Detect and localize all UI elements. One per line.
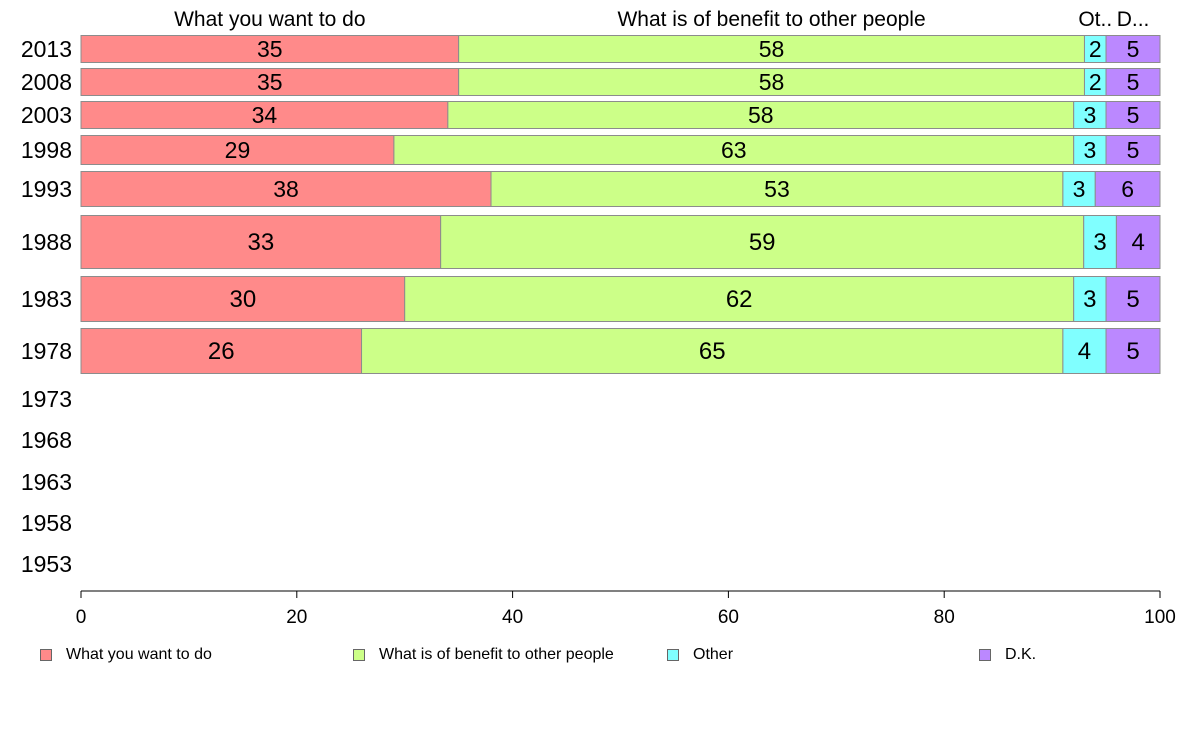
year-label: 2008 (21, 69, 72, 95)
bar-segment (1105, 328, 1161, 374)
year-label: 1963 (21, 469, 72, 495)
data-label: 3 (1083, 137, 1096, 163)
data-label: 3 (1073, 176, 1086, 202)
year-label: 1953 (21, 551, 72, 577)
data-label: 35 (257, 36, 283, 62)
series-header-2: Ot.. (1078, 8, 1112, 31)
bar-segment (393, 135, 1075, 165)
x-tick-label: 60 (718, 607, 739, 628)
legend-swatch-benefit (353, 649, 365, 661)
bar-segment (80, 135, 395, 165)
data-label: 4 (1132, 229, 1145, 256)
data-label: 34 (252, 102, 278, 128)
bar-segment (1073, 135, 1107, 165)
legend: What you want to do What is of benefit t… (0, 640, 1188, 670)
year-label: 1958 (21, 510, 72, 536)
bar-segment (361, 328, 1064, 374)
data-label: 62 (726, 286, 753, 313)
data-label: 6 (1121, 176, 1134, 202)
data-label: 58 (748, 102, 774, 128)
data-label: 29 (225, 137, 251, 163)
data-label: 5 (1127, 102, 1140, 128)
data-label: 5 (1126, 286, 1139, 313)
year-label: 1973 (21, 386, 72, 412)
data-label: 5 (1127, 69, 1140, 95)
legend-swatch-other (667, 649, 679, 661)
bar-segment (1094, 171, 1161, 207)
bar-segment (447, 101, 1075, 129)
legend-item-dk: D.K. (979, 640, 1036, 670)
data-label: 38 (273, 176, 299, 202)
year-label: 2013 (21, 36, 72, 62)
legend-item-other: Other (667, 640, 733, 670)
x-tick-label: 80 (934, 607, 955, 628)
data-label: 58 (759, 36, 785, 62)
bar-segment (80, 68, 460, 96)
bar-segment (1062, 328, 1107, 374)
bar-segment (1105, 68, 1161, 96)
x-tick-label: 40 (502, 607, 523, 628)
bar-segment (458, 35, 1085, 63)
data-label: 2 (1089, 36, 1102, 62)
data-label: 5 (1127, 137, 1140, 163)
data-label: 5 (1126, 338, 1139, 365)
data-label: 2 (1089, 69, 1102, 95)
bar-segment (1105, 276, 1161, 322)
data-label: 5 (1127, 36, 1140, 62)
legend-item-benefit: What is of benefit to other people (353, 640, 614, 670)
year-label: 1968 (21, 427, 72, 453)
legend-swatch-dk (979, 649, 991, 661)
data-label: 65 (699, 338, 726, 365)
data-label: 58 (759, 69, 785, 95)
data-label: 35 (257, 69, 283, 95)
bar-segment (80, 101, 449, 129)
bar-segment (1073, 101, 1107, 129)
year-label: 1993 (21, 176, 72, 202)
legend-label-want: What you want to do (66, 646, 212, 663)
bar-segment (1105, 101, 1161, 129)
year-label: 1978 (21, 338, 72, 364)
year-label: 1988 (21, 229, 72, 255)
data-label: 59 (749, 229, 776, 256)
x-tick-label: 0 (76, 607, 87, 628)
year-label: 1983 (21, 286, 72, 312)
bar-segment (80, 328, 363, 374)
bar-segment (458, 68, 1085, 96)
legend-label-benefit: What is of benefit to other people (379, 646, 614, 663)
x-tick-label: 20 (286, 607, 307, 628)
legend-label-dk: D.K. (1005, 646, 1037, 663)
bar-segment (80, 35, 460, 63)
data-label: 30 (229, 286, 256, 313)
data-label: 26 (208, 338, 235, 365)
year-label: 1998 (21, 137, 72, 163)
year-label: 2003 (21, 102, 72, 128)
bar-segment (80, 276, 406, 322)
series-header-0: What you want to do (174, 8, 365, 31)
data-label: 53 (764, 176, 790, 202)
series-header-3: D... (1117, 8, 1150, 31)
x-tick-label: 100 (1144, 607, 1176, 628)
bar-segment (1105, 35, 1161, 63)
legend-swatch-want (40, 649, 52, 661)
bar-segment (1115, 215, 1161, 269)
series-header-1: What is of benefit to other people (617, 8, 925, 31)
data-label: 3 (1083, 286, 1096, 313)
data-label: 4 (1078, 338, 1091, 365)
legend-label-other: Other (693, 646, 734, 663)
bar-segment (1105, 135, 1161, 165)
data-label: 63 (721, 137, 747, 163)
bar-segment (1062, 171, 1096, 207)
data-label: 33 (247, 229, 274, 256)
data-label: 3 (1083, 102, 1096, 128)
data-label: 3 (1093, 229, 1106, 256)
legend-item-want: What you want to do (40, 640, 212, 670)
bar-segment (404, 276, 1075, 322)
